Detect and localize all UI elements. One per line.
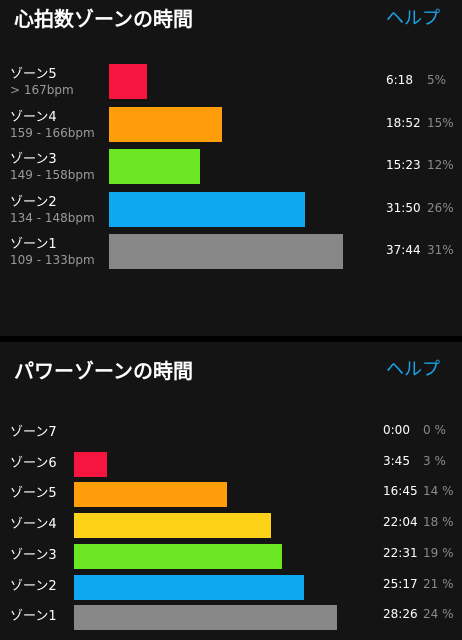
zone-time: 37:44 [386, 243, 421, 257]
zone-time: 18:52 [386, 115, 421, 130]
zone-bar [74, 482, 227, 508]
zone-name: ゾーン3 [10, 547, 57, 563]
zone-percent: 12% [427, 158, 454, 172]
zone-percent: 0 % [423, 423, 446, 437]
zone-name: ゾーン1 [10, 237, 57, 252]
zone-bar [74, 574, 304, 600]
zone-name: ゾーン5 [10, 486, 57, 502]
zone-row: ゾーン5 > 167bpm 6:18 5% [0, 63, 462, 106]
zone-bpm-range: 134 - 148bpm [10, 210, 95, 225]
zone-bar [109, 149, 200, 184]
zone-percent: 24 % [423, 607, 454, 622]
zone-time: 15:23 [386, 158, 421, 172]
zone-name: ゾーン5 [10, 67, 57, 82]
zone-bpm-range: 149 - 158bpm [10, 168, 95, 182]
heart-rate-help-link[interactable]: ヘルプ [386, 8, 440, 29]
zone-name: ゾーン4 [10, 517, 57, 533]
zone-time: 31:50 [386, 200, 421, 215]
zone-bpm-range: > 167bpm [10, 83, 74, 97]
zone-bpm-range: 159 - 166bpm [10, 125, 95, 140]
zone-bar [74, 513, 271, 539]
zone-row: ゾーン5 16:45 14 % [0, 479, 462, 510]
zone-bar [109, 106, 222, 142]
zone-time: 6:18 [386, 73, 413, 87]
zone-name: ゾーン6 [10, 455, 57, 471]
zone-name: ゾーン1 [10, 609, 57, 625]
zone-time: 16:45 [383, 484, 418, 499]
zone-percent: 5% [427, 73, 447, 87]
zone-percent: 3 % [423, 453, 446, 468]
zone-time: 22:31 [383, 545, 418, 560]
zone-percent: 19 % [423, 545, 454, 560]
heart-rate-zones-title: 心拍数ゾーンの時間 [14, 7, 193, 31]
zone-time: 3:45 [383, 453, 410, 468]
zone-row: ゾーン3 149 - 158bpm 15:23 12% [0, 148, 462, 191]
zone-row: ゾーン4 159 - 166bpm 18:52 15% [0, 106, 462, 149]
zone-percent: 14 % [423, 484, 454, 499]
zone-time: 25:17 [383, 576, 418, 591]
zone-time: 0:00 [383, 423, 410, 437]
zone-name: ゾーン3 [10, 152, 57, 167]
zone-bpm-range: 109 - 133bpm [10, 253, 95, 267]
zone-bar [109, 234, 343, 269]
zone-bar [74, 605, 337, 631]
zone-name: ゾーン7 [10, 425, 57, 440]
zone-name: ゾーン4 [10, 109, 57, 125]
zone-row: ゾーン2 134 - 148bpm 31:50 26% [0, 191, 462, 234]
power-help-link[interactable]: ヘルプ [386, 359, 440, 380]
zone-name: ゾーン2 [10, 194, 57, 210]
zone-percent: 26% [427, 200, 454, 215]
zone-row: ゾーン4 22:04 18 % [0, 510, 462, 541]
heart-rate-zones-panel: 心拍数ゾーンの時間 ヘルプ ゾーン5 > 167bpm 6:18 5% ゾーン4 159 … [0, 0, 462, 336]
zone-row: ゾーン7 0:00 0 % [0, 418, 462, 449]
zone-bar [109, 191, 305, 227]
zone-row: ゾーン3 22:31 19 % [0, 541, 462, 572]
zone-row: ゾーン6 3:45 3 % [0, 449, 462, 480]
power-zones-panel: パワーゾーンの時間 ヘルプ ゾーン7 0:00 0 % ゾーン6 3:45 3 % ゾーン5… [0, 342, 462, 640]
zone-name: ゾーン2 [10, 578, 57, 594]
zone-bar [74, 451, 107, 477]
zone-time: 22:04 [383, 515, 418, 530]
zone-bar [74, 543, 282, 569]
zone-row: ゾーン1 28:26 24 % [0, 602, 462, 633]
zone-row: ゾーン1 109 - 133bpm 37:44 31% [0, 233, 462, 276]
power-zones-title: パワーゾーンの時間 [14, 359, 193, 383]
zone-percent: 21 % [423, 576, 454, 591]
zone-row: ゾーン2 25:17 21 % [0, 572, 462, 603]
zone-percent: 18 % [423, 515, 454, 530]
zone-percent: 15% [427, 115, 454, 130]
zone-percent: 31% [427, 243, 454, 257]
zone-bar [109, 64, 147, 99]
zone-time: 28:26 [383, 607, 418, 622]
